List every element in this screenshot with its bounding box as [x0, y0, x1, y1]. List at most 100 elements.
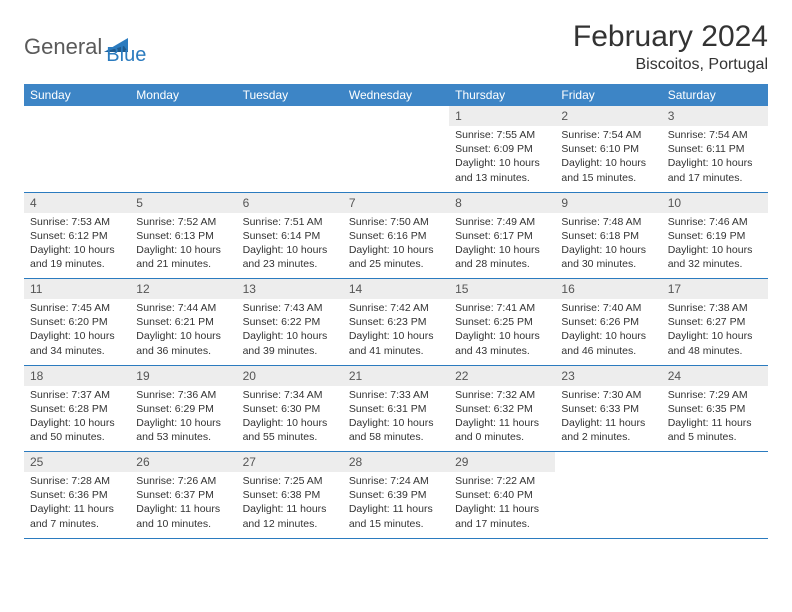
sunrise-text: Sunrise: 7:34 AM: [243, 388, 337, 402]
logo: General Blue: [24, 20, 146, 67]
day2-text: and 48 minutes.: [668, 344, 762, 358]
sunset-text: Sunset: 6:32 PM: [455, 402, 549, 416]
day-number: 11: [24, 279, 130, 300]
day2-text: and 13 minutes.: [455, 171, 549, 185]
day1-text: Daylight: 11 hours: [561, 416, 655, 430]
day-cell: Sunrise: 7:29 AMSunset: 6:35 PMDaylight:…: [662, 386, 768, 452]
day-number: 2: [555, 106, 661, 126]
day-number: 17: [662, 279, 768, 300]
sunrise-text: Sunrise: 7:30 AM: [561, 388, 655, 402]
day1-text: Daylight: 10 hours: [30, 243, 124, 257]
day2-text: and 32 minutes.: [668, 257, 762, 271]
sunrise-text: Sunrise: 7:36 AM: [136, 388, 230, 402]
weekday-header: Wednesday: [343, 84, 449, 106]
logo-text-blue: Blue: [106, 26, 146, 67]
sunrise-text: Sunrise: 7:54 AM: [668, 128, 762, 142]
day-number: [343, 106, 449, 126]
day1-text: Daylight: 10 hours: [455, 329, 549, 343]
day1-text: Daylight: 10 hours: [561, 243, 655, 257]
day-data-row: Sunrise: 7:45 AMSunset: 6:20 PM Daylight:…: [24, 299, 768, 365]
day-number: 22: [449, 365, 555, 386]
day-cell: Sunrise: 7:30 AMSunset: 6:33 PMDaylight:…: [555, 386, 661, 452]
day-cell: Sunrise: 7:25 AMSunset: 6:38 PMDaylight:…: [237, 472, 343, 538]
day-data-row: Sunrise: 7:28 AMSunset: 6:36 PMDaylight:…: [24, 472, 768, 538]
daynum-row: 18192021222324: [24, 365, 768, 386]
sunset-text: Sunset: 6:20 PM: [30, 315, 124, 329]
logo-text-general: General: [24, 34, 102, 60]
day-cell: Sunrise: 7:22 AMSunset: 6:40 PMDaylight:…: [449, 472, 555, 538]
day-cell: [24, 126, 130, 192]
day-cell: Sunrise: 7:33 AMSunset: 6:31 PMDaylight:…: [343, 386, 449, 452]
day-number: 4: [24, 192, 130, 213]
day2-text: and 12 minutes.: [243, 517, 337, 531]
sunset-text: Sunset: 6:33 PM: [561, 402, 655, 416]
day1-text: Daylight: 11 hours: [136, 502, 230, 516]
day-data-row: Sunrise: 7:53 AMSunset: 6:12 PMDaylight:…: [24, 213, 768, 279]
sunset-text: Sunset: 6:25 PM: [455, 315, 549, 329]
day-cell: Sunrise: 7:54 AMSunset: 6:10 PMDaylight:…: [555, 126, 661, 192]
day-number: 24: [662, 365, 768, 386]
daynum-row: 11121314151617: [24, 279, 768, 300]
day-cell: Sunrise: 7:55 AMSunset: 6:09 PMDaylight:…: [449, 126, 555, 192]
day2-text: and 17 minutes.: [455, 517, 549, 531]
day-number: 27: [237, 452, 343, 473]
daynum-row: 2526272829: [24, 452, 768, 473]
day2-text: and 36 minutes.: [136, 344, 230, 358]
sunrise-text: Sunrise: 7:51 AM: [243, 215, 337, 229]
day2-text: and 39 minutes.: [243, 344, 337, 358]
sunset-text: Sunset: 6:10 PM: [561, 142, 655, 156]
weekday-header: Sunday: [24, 84, 130, 106]
day-cell: Sunrise: 7:37 AMSunset: 6:28 PMDaylight:…: [24, 386, 130, 452]
day-number: 6: [237, 192, 343, 213]
day2-text: and 43 minutes.: [455, 344, 549, 358]
day2-text: and 30 minutes.: [561, 257, 655, 271]
sunrise-text: Sunrise: 7:50 AM: [349, 215, 443, 229]
day2-text: and 50 minutes.: [30, 430, 124, 444]
location: Biscoitos, Portugal: [573, 56, 768, 74]
sunrise-text: Sunrise: 7:45 AM: [30, 301, 124, 315]
day-number: 3: [662, 106, 768, 126]
day2-text: and 41 minutes.: [349, 344, 443, 358]
day1-text: Daylight: 10 hours: [349, 243, 443, 257]
day1-text: Daylight: 10 hours: [561, 329, 655, 343]
sunrise-text: Sunrise: 7:53 AM: [30, 215, 124, 229]
sunset-text: Sunset: 6:35 PM: [668, 402, 762, 416]
calendar-table: Sunday Monday Tuesday Wednesday Thursday…: [24, 84, 768, 539]
day2-text: and 28 minutes.: [455, 257, 549, 271]
day-number: 15: [449, 279, 555, 300]
day2-text: and 2 minutes.: [561, 430, 655, 444]
day1-text: Daylight: 11 hours: [243, 502, 337, 516]
day2-text: and 58 minutes.: [349, 430, 443, 444]
sunrise-text: Sunrise: 7:33 AM: [349, 388, 443, 402]
day-number: 1: [449, 106, 555, 126]
sunrise-text: Sunrise: 7:52 AM: [136, 215, 230, 229]
day-data-row: Sunrise: 7:37 AMSunset: 6:28 PMDaylight:…: [24, 386, 768, 452]
day-cell: [130, 126, 236, 192]
day-cell: Sunrise: 7:34 AMSunset: 6:30 PMDaylight:…: [237, 386, 343, 452]
day2-text: and 19 minutes.: [30, 257, 124, 271]
sunset-text: Sunset: 6:30 PM: [243, 402, 337, 416]
day2-text: and 15 minutes.: [349, 517, 443, 531]
day2-text: and 23 minutes.: [243, 257, 337, 271]
sunrise-text: Sunrise: 7:54 AM: [561, 128, 655, 142]
day-cell: Sunrise: 7:54 AMSunset: 6:11 PMDaylight:…: [662, 126, 768, 192]
sunrise-text: Sunrise: 7:29 AM: [668, 388, 762, 402]
sunset-text: Sunset: 6:12 PM: [30, 229, 124, 243]
sunrise-text: Sunrise: 7:41 AM: [455, 301, 549, 315]
sunrise-text: Sunrise: 7:32 AM: [455, 388, 549, 402]
day1-text: Daylight: 10 hours: [455, 243, 549, 257]
weekday-header: Friday: [555, 84, 661, 106]
sunrise-text: Sunrise: 7:44 AM: [136, 301, 230, 315]
day1-text: Daylight: 10 hours: [136, 416, 230, 430]
day-number: 20: [237, 365, 343, 386]
daynum-row: 45678910: [24, 192, 768, 213]
day-number: 9: [555, 192, 661, 213]
day1-text: Daylight: 10 hours: [455, 156, 549, 170]
day1-text: Daylight: 11 hours: [455, 416, 549, 430]
day-cell: Sunrise: 7:24 AMSunset: 6:39 PMDaylight:…: [343, 472, 449, 538]
sunrise-text: Sunrise: 7:40 AM: [561, 301, 655, 315]
sunrise-text: Sunrise: 7:38 AM: [668, 301, 762, 315]
day2-text: and 7 minutes.: [30, 517, 124, 531]
day1-text: Daylight: 10 hours: [243, 243, 337, 257]
day-cell: Sunrise: 7:50 AMSunset: 6:16 PMDaylight:…: [343, 213, 449, 279]
